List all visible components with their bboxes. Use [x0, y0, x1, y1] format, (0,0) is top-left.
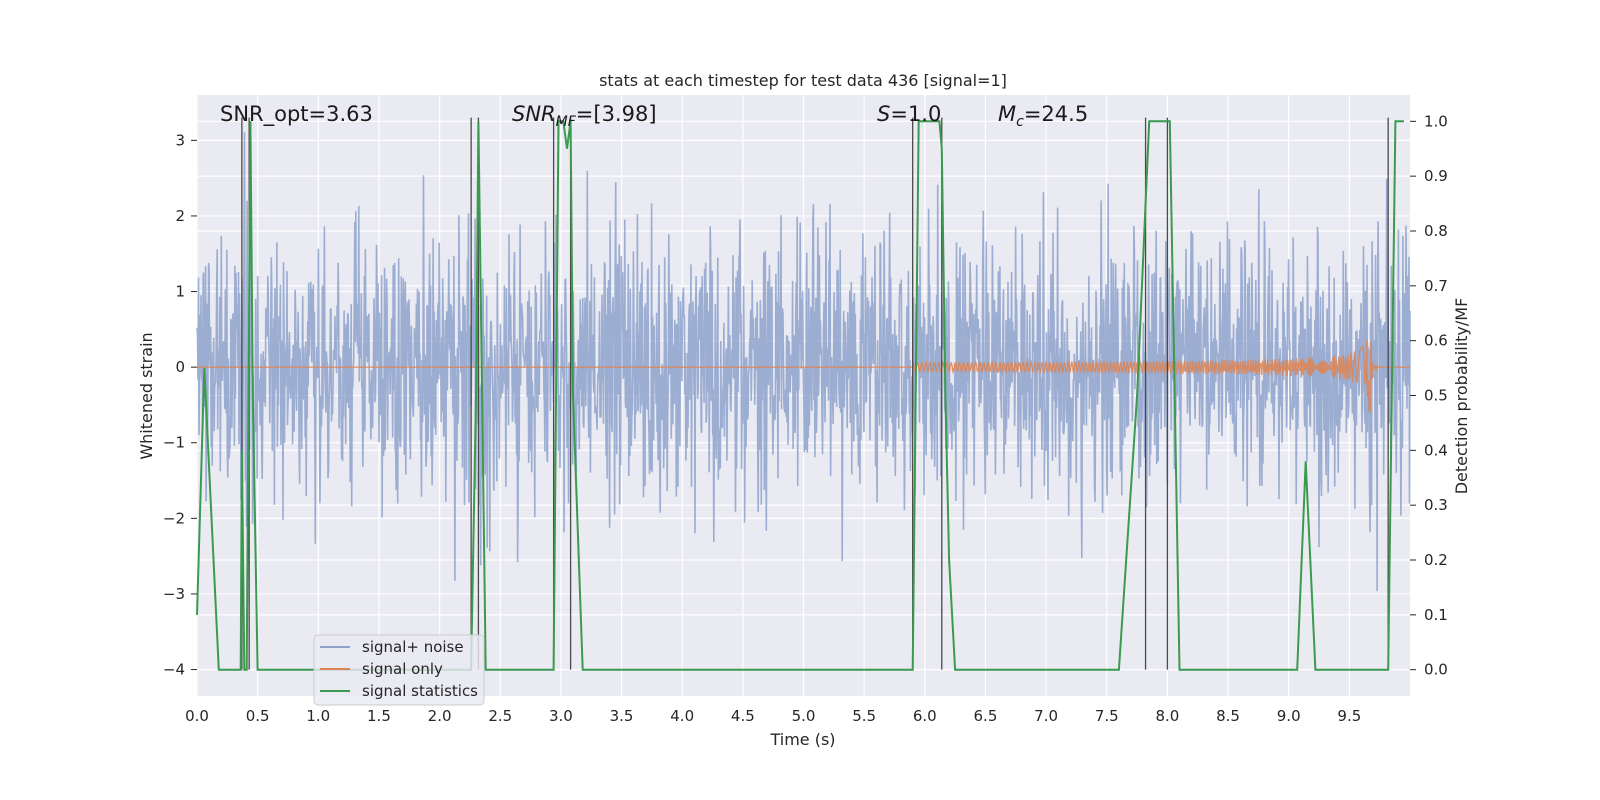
- x-tick-label: 6.5: [974, 707, 998, 725]
- x-tick-label: 1.5: [367, 707, 391, 725]
- x-tick-label: 0.0: [185, 707, 209, 725]
- y2-tick-labels: 1.0 0.9 0.8 0.7 0.6 0.5 0.4 0.3 0.2 0.1 0.0: [1410, 112, 1448, 679]
- y2-tick-label: 0.5: [1424, 387, 1448, 405]
- annotation-s-main: S: [877, 102, 890, 126]
- x-tick-label: 4.5: [731, 707, 755, 725]
- x-tick-label: 1.0: [306, 707, 330, 725]
- x-tick-label: 7.0: [1034, 707, 1058, 725]
- annotation-snr-mf-sub: MF: [556, 114, 577, 130]
- annotation-mc: Mc=24.5: [998, 102, 1088, 130]
- y2-tick-label: 0.8: [1424, 222, 1448, 240]
- annotation-s: S=1.0: [877, 102, 941, 126]
- legend-box: [313, 634, 485, 706]
- y-axis-label: Whitened strain: [137, 332, 156, 459]
- signal-only-series: [197, 340, 1410, 413]
- y-tick-label: −3: [163, 585, 185, 603]
- y-tick-label: −1: [163, 434, 185, 452]
- legend-label-noise: signal+ noise: [362, 638, 464, 656]
- legend-label-stats: signal statistics: [362, 682, 478, 700]
- y2-tick-label: 0.7: [1424, 277, 1448, 295]
- annotation-mc-main: M: [998, 102, 1016, 126]
- y2-tick-label: 0.2: [1424, 551, 1448, 569]
- y2-tick-label: 0.6: [1424, 332, 1448, 350]
- x-axis-label: Time (s): [769, 730, 835, 749]
- x-tick-label: 5.5: [852, 707, 876, 725]
- annotation-mc-sub: c: [1016, 114, 1024, 130]
- y-tick-label: −4: [163, 661, 185, 679]
- y2-tick-label: 0.3: [1424, 496, 1448, 514]
- x-tick-label: 8.5: [1216, 707, 1240, 725]
- x-tick-labels: 0.0 0.5 1.0 1.5 2.0 2.5 3.0 3.5 4.0 4.5 5.0 5.5 6.0 6…: [185, 707, 1361, 725]
- x-tick-label: 5.0: [792, 707, 816, 725]
- y-tick-labels: 3 2 1 0 −1 −2 −3 −4: [163, 131, 197, 679]
- x-tick-label: 9.0: [1277, 707, 1301, 725]
- signal-only-line: [197, 340, 1410, 413]
- y2-tick-label: 1.0: [1424, 112, 1448, 130]
- legend: signal+ noise signal only signal statist…: [313, 634, 485, 706]
- x-tick-label: 3.0: [549, 707, 573, 725]
- x-tick-label: 9.5: [1337, 707, 1361, 725]
- x-tick-label: 0.5: [246, 707, 270, 725]
- y-tick-label: 3: [175, 131, 185, 149]
- y-tick-label: 0: [175, 358, 185, 376]
- x-tick-label: 3.5: [610, 707, 634, 725]
- annotation-mc-value: =24.5: [1024, 102, 1088, 126]
- annotation-snr-mf: SNRMF=[3.98]: [512, 102, 657, 130]
- signal-plus-noise-series: [196, 132, 1411, 592]
- x-tick-label: 6.0: [913, 707, 937, 725]
- y2-tick-label: 0.0: [1424, 661, 1448, 679]
- y-tick-label: 2: [175, 207, 185, 225]
- x-tick-label: 4.0: [670, 707, 694, 725]
- annotation-snr-mf-value: =[3.98]: [576, 102, 657, 126]
- signal-statistics-line: [196, 120, 1404, 671]
- annotation-snr-opt: SNR_opt=3.63: [220, 102, 373, 127]
- y-tick-label: 1: [175, 283, 185, 301]
- x-tick-label: 8.0: [1155, 707, 1179, 725]
- annotation-s-value: =1.0: [890, 102, 941, 126]
- legend-label-signal: signal only: [362, 660, 443, 678]
- y2-tick-label: 0.4: [1424, 441, 1448, 459]
- signal-statistics-series: [196, 120, 1404, 671]
- x-tick-label: 2.5: [488, 707, 512, 725]
- annotation-snr-mf-main: SNR: [512, 102, 556, 126]
- chart-title: stats at each timestep for test data 436…: [599, 71, 1007, 90]
- x-tick-label: 2.0: [428, 707, 452, 725]
- y2-tick-label: 0.9: [1424, 167, 1448, 185]
- signal-plus-noise-line: [196, 132, 1411, 592]
- y-tick-label: −2: [163, 509, 185, 527]
- x-tick-label: 7.5: [1095, 707, 1119, 725]
- y2-tick-label: 0.1: [1424, 606, 1448, 624]
- y2-axis-label: Detection probability/MF: [1452, 298, 1471, 495]
